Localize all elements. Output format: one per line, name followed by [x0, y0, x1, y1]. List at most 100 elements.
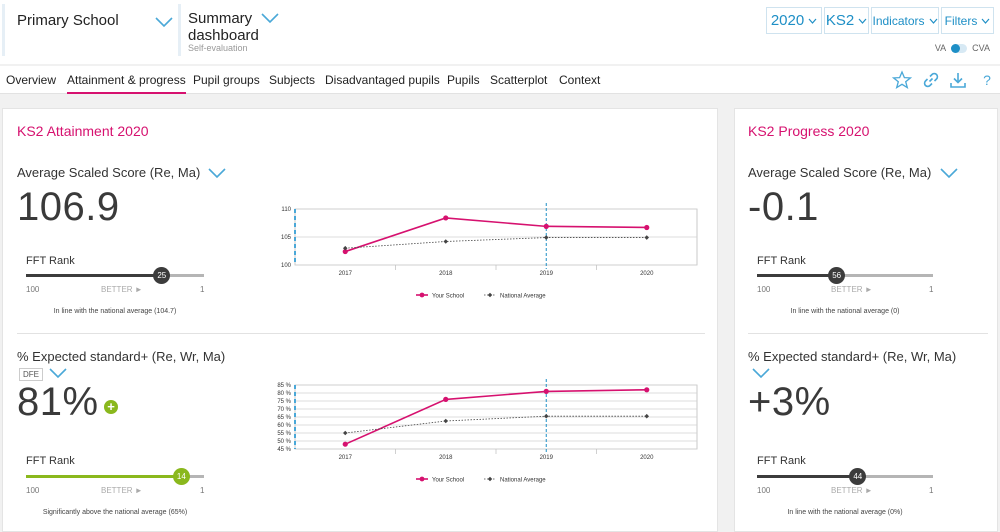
rank-knob: 44 [849, 468, 867, 485]
filters-button[interactable]: Filters [941, 7, 994, 34]
tab-pupil-groups[interactable]: Pupil groups [193, 73, 260, 87]
chevron-down-icon[interactable] [752, 367, 770, 379]
national-point [443, 239, 449, 244]
school-name: Primary School [17, 12, 119, 29]
school-series-line [344, 217, 647, 253]
national-point [543, 235, 549, 240]
school-point [543, 223, 549, 229]
exp-value: 81% [17, 380, 99, 424]
rank-fill [26, 274, 162, 277]
progress-exp-value: +3% [748, 380, 831, 424]
exp-line-chart: 85 % 80 % 75 % 70 % 65 % 60 % 55 % 50 % 45 % 2017… [269, 379, 701, 493]
legend-national-marker [487, 292, 493, 298]
x-tick-label: 2019 [540, 455, 554, 461]
y-tick-label: 70 % [277, 407, 291, 413]
star-icon[interactable] [891, 70, 913, 90]
school-point [443, 215, 449, 221]
national-point [543, 413, 549, 419]
legend-national-label: National Average [500, 478, 546, 484]
national-point [644, 235, 650, 240]
better-label: BETTER ► [101, 285, 143, 294]
rank-fill [757, 475, 858, 478]
x-tick-label: 2018 [439, 271, 453, 277]
dashboard-subtitle: Self-evaluation [188, 43, 248, 53]
y-tick-label: 60 % [277, 423, 291, 429]
national-series-line [345, 415, 647, 434]
help-icon[interactable]: ? [983, 72, 991, 88]
ass-line-chart: 110 105 100 2017 2018 2019 2020 Your School Nati… [269, 201, 701, 311]
fft-rank-label: FFT Rank [26, 455, 75, 467]
rank-end-right: 1 [200, 486, 205, 495]
x-tick-label: 2017 [339, 455, 353, 461]
school-point [342, 248, 348, 255]
national-point [342, 430, 348, 436]
rank-knob: 25 [153, 267, 171, 284]
tab-pupils[interactable]: Pupils [447, 73, 480, 87]
y-tick-label: 85 % [277, 383, 291, 389]
school-point [443, 396, 449, 402]
school-selector[interactable]: Primary School [2, 4, 174, 56]
chevron-down-icon[interactable] [261, 12, 279, 24]
stage-select[interactable]: KS2 [824, 7, 869, 34]
tab-bar: Overview Attainment & progress Pupil gro… [0, 66, 1000, 94]
chevron-down-icon[interactable] [155, 16, 173, 28]
progress-ass-value: -0.1 [748, 185, 819, 229]
caret-down-icon [929, 18, 937, 24]
toggle-switch[interactable] [951, 43, 968, 53]
divider [748, 333, 988, 334]
rank-knob: 56 [828, 267, 846, 284]
caret-down-icon [981, 18, 990, 24]
school-point [644, 224, 650, 231]
chart-svg: 85 % 80 % 75 % 70 % 65 % 60 % 55 % 50 % 45 % 2017… [277, 379, 698, 484]
fft-rank-label: FFT Rank [757, 455, 806, 467]
legend-school-label: Your School [432, 478, 464, 484]
better-label: BETTER ► [101, 486, 143, 495]
chevron-down-icon[interactable] [208, 167, 226, 179]
y-tick-label: 105 [281, 235, 292, 241]
rank-fill [757, 274, 837, 277]
tab-scatterplot[interactable]: Scatterplot [490, 73, 548, 87]
y-tick-label: 110 [281, 207, 291, 213]
progress-exp-title: % Expected standard+ (Re, Wr, Ma) [748, 349, 957, 364]
chevron-down-icon[interactable] [49, 367, 67, 379]
caret-down-icon [808, 18, 817, 24]
va-cva-toggle[interactable]: VA CVA [934, 43, 990, 53]
caret-down-icon [858, 18, 867, 24]
divider [17, 333, 705, 334]
national-point [644, 413, 650, 419]
tab-attainment-progress[interactable]: Attainment & progress [67, 73, 186, 94]
attainment-title: KS2 Attainment 2020 [17, 123, 149, 139]
fft-rank-label: FFT Rank [757, 255, 806, 267]
school-point [543, 388, 549, 394]
year-select[interactable]: 2020 [766, 7, 822, 34]
download-icon[interactable] [948, 70, 968, 90]
fft-rank-label: FFT Rank [26, 255, 75, 267]
dashboard-selector[interactable]: Summary dashboard Self-evaluation [178, 4, 282, 56]
y-tick-label: 80 % [277, 391, 291, 397]
rank-end-right: 1 [929, 486, 934, 495]
legend-school-marker [419, 292, 425, 298]
chevron-down-icon[interactable] [940, 167, 958, 179]
y-tick-label: 100 [281, 263, 292, 269]
rank-slider: 56 [757, 267, 933, 284]
legend-school-label: Your School [432, 294, 464, 300]
indicators-button[interactable]: Indicators [871, 7, 939, 34]
x-tick-label: 2019 [540, 271, 554, 277]
exp-metric-title: % Expected standard+ (Re, Wr, Ma) [17, 349, 226, 364]
tab-disadvantaged-pupils[interactable]: Disadvantaged pupils [325, 73, 440, 87]
tab-subjects[interactable]: Subjects [269, 73, 316, 87]
rank-end-left: 100 [757, 486, 771, 495]
rank-end-left: 100 [26, 486, 40, 495]
x-tick-label: 2018 [439, 455, 453, 461]
tab-overview[interactable]: Overview [6, 73, 57, 87]
ass-value: 106.9 [17, 185, 120, 229]
dashboard-name: Summary dashboard [188, 10, 259, 44]
y-tick-label: 45 % [277, 447, 291, 453]
national-series-line [345, 237, 647, 249]
better-label: BETTER ► [831, 486, 873, 495]
link-icon[interactable] [921, 70, 941, 90]
legend-national-label: National Average [500, 294, 546, 300]
tab-context[interactable]: Context [559, 73, 601, 87]
x-tick-label: 2020 [640, 271, 654, 277]
progress-panel: KS2 Progress 2020 Average Scaled Score (… [734, 108, 998, 532]
